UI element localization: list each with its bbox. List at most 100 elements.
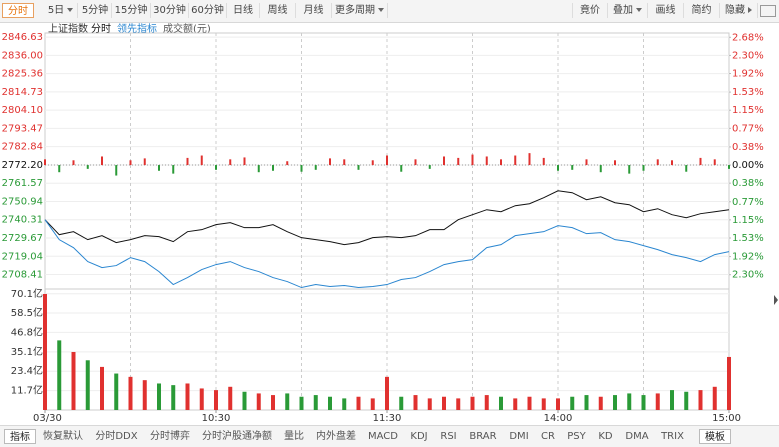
volume-bar (285, 393, 290, 410)
y2-tick-label: 1.92% (732, 252, 764, 263)
change-bar (699, 157, 702, 166)
period-button[interactable]: 周线 (260, 3, 296, 18)
period-button[interactable]: 5日 (44, 3, 78, 18)
dropdown-caret (636, 8, 642, 12)
change-bar (44, 159, 46, 166)
change-bar (101, 156, 103, 166)
indicator-tab[interactable]: PSY (567, 431, 586, 442)
y2-tick-label: 0.38% (732, 178, 764, 189)
volume-bar (598, 396, 603, 410)
change-bar (371, 160, 374, 166)
y2-tick-label: 0.38% (732, 142, 764, 153)
period-button[interactable]: 日线 (227, 3, 260, 18)
indicator-bar: 指标 恢复默认 分时DDX 分时博弈 分时沪股通净额 量比 内外盘差 MACD KDJ RSI BR… (0, 425, 779, 447)
indicator-tab[interactable]: MACD (368, 431, 398, 442)
y-tick-label: 2793.47 (2, 123, 43, 134)
volume-bar (499, 396, 503, 410)
change-bar (485, 156, 488, 166)
y-tick-label: 2836.00 (2, 50, 43, 61)
change-bar (329, 158, 331, 166)
x-tick-label: 10:30 (202, 413, 231, 424)
series-line (44, 219, 730, 289)
fullscreen-button[interactable] (760, 5, 776, 17)
change-bar (343, 159, 346, 166)
change-bar (471, 154, 474, 166)
change-bar (542, 157, 545, 166)
volume-tick-label: 70.1亿 (11, 287, 43, 300)
change-bar (357, 165, 360, 170)
change-bar (58, 165, 61, 173)
y-tick-label: 2761.57 (2, 178, 43, 189)
period-button[interactable]: 月线 (296, 3, 332, 18)
indicator-tab[interactable]: 恢复默认 (43, 431, 83, 442)
change-bar (243, 157, 246, 166)
volume-bar (71, 351, 76, 410)
change-bar (129, 160, 132, 166)
indicator-tab[interactable]: KD (598, 431, 613, 442)
indicator-tab[interactable]: DMI (509, 431, 529, 442)
volume-bar (727, 356, 731, 410)
change-bar (428, 165, 431, 169)
chart-subtitle: 成交额(元) (163, 22, 211, 35)
change-bar (186, 157, 189, 166)
volume-bar (655, 393, 660, 410)
y-tick-label: 2740.31 (2, 215, 43, 226)
volume-bar (613, 395, 617, 410)
indicator-tab[interactable]: 分时DDX (95, 431, 138, 442)
x-tick-label: 15:00 (712, 413, 741, 424)
change-bar (286, 161, 289, 166)
change-bar (628, 165, 631, 174)
period-button[interactable]: 5分钟 (79, 3, 112, 18)
volume-tick-label: 58.5亿 (11, 306, 43, 319)
indicator-tab[interactable]: CR (541, 431, 555, 442)
volume-bar (513, 398, 518, 410)
tool-label: 隐藏 (725, 5, 745, 16)
period-button[interactable]: 分时 (2, 3, 34, 18)
volume-bar (570, 396, 575, 410)
volume-bar (356, 396, 361, 410)
change-bar (500, 159, 502, 166)
indicator-tab[interactable]: 量比 (284, 431, 304, 442)
tool-button[interactable]: 简约 (684, 3, 720, 18)
volume-bar (413, 395, 418, 410)
volume-bar (442, 396, 446, 410)
indicator-tab[interactable]: TRIX (661, 431, 684, 442)
period-button[interactable]: 60分钟 (189, 3, 227, 18)
volume-bar (470, 396, 475, 410)
y2-tick-label: 1.53% (732, 87, 764, 98)
indicator-tab[interactable]: RSI (440, 431, 457, 442)
period-button[interactable]: 15分钟 (112, 3, 151, 18)
x-tick-label: 14:00 (544, 413, 573, 424)
indicator-tab[interactable]: KDJ (410, 431, 428, 442)
dropdown-caret (748, 7, 752, 13)
tool-button[interactable]: 竟价 (572, 3, 608, 18)
indicator-tab[interactable]: 模板 (699, 429, 731, 444)
tool-button[interactable]: 隐藏 (720, 3, 758, 18)
indicator-tab[interactable]: DMA (625, 431, 649, 442)
change-bar (172, 165, 175, 174)
volume-bar (328, 396, 332, 410)
volume-tick-label: 46.8亿 (11, 325, 43, 338)
tool-button[interactable]: 画线 (648, 3, 684, 18)
y-tick-label: 2729.67 (2, 233, 43, 244)
indicator-tab[interactable]: 指标 (4, 429, 36, 444)
period-button[interactable]: 更多周期 (332, 3, 388, 18)
indicator-tab[interactable]: 内外盘差 (316, 431, 356, 442)
volume-bar (385, 376, 389, 410)
period-label: 更多周期 (335, 5, 375, 16)
tool-button[interactable]: 叠加 (608, 3, 648, 18)
x-tick-label: 03/30 (33, 413, 62, 424)
indicator-tab[interactable]: BRAR (469, 431, 497, 442)
indicator-tab[interactable]: 分时博弈 (150, 431, 190, 442)
y-tick-label: 2846.63 (2, 32, 43, 43)
change-bar (400, 165, 403, 172)
period-button[interactable]: 30分钟 (151, 3, 189, 18)
change-bar (557, 165, 559, 171)
change-bar (443, 156, 445, 166)
indicator-tab[interactable]: 分时沪股通净额 (202, 431, 272, 442)
change-bar (115, 165, 118, 176)
scroll-arrow[interactable] (774, 295, 778, 305)
y-tick-label: 2708.41 (2, 270, 43, 281)
